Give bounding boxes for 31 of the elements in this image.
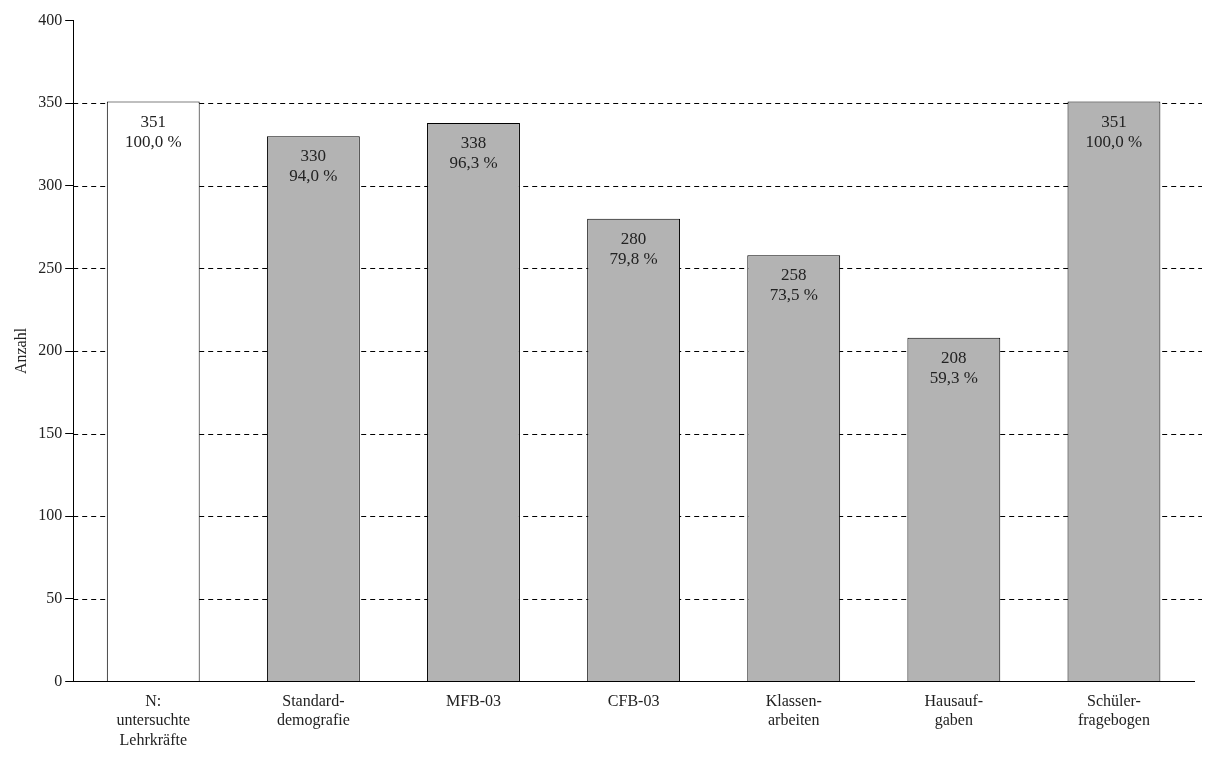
- x-tick-label: CFB-03: [607, 692, 660, 710]
- data-label: 351: [1101, 111, 1127, 131]
- y-tick-label: 350: [38, 93, 63, 111]
- data-label: 208: [941, 347, 967, 367]
- y-tick-label: 400: [38, 10, 63, 28]
- x-tick-label: Hausauf- gaben: [924, 692, 984, 730]
- x-tick-label: N: untersuchte Lehrkräfte: [116, 692, 191, 748]
- annotation: 100,0 %: [1085, 131, 1143, 151]
- x-tick-label: MFB-03: [445, 692, 502, 710]
- annotation: 59,3 %: [929, 367, 978, 387]
- annotation: 96,3 %: [449, 152, 498, 172]
- data-label: 338: [460, 132, 487, 152]
- y-tick-label: 250: [38, 258, 63, 276]
- annotation: 73,5 %: [769, 285, 818, 305]
- y-tick-label: 100: [38, 506, 63, 524]
- annotation: 94,0 %: [289, 166, 338, 186]
- data-label: 330: [300, 146, 327, 166]
- y-axis-title: Anzahl: [11, 327, 29, 375]
- x-tick-label: Standard- demografie: [276, 692, 350, 730]
- y-tick-label: 0: [54, 671, 63, 689]
- annotation: 79,8 %: [609, 248, 658, 268]
- y-tick-label: 50: [46, 589, 63, 606]
- y-tick-label: 200: [38, 341, 63, 359]
- annotation: 100,0 %: [124, 131, 182, 151]
- data-label: 258: [780, 265, 807, 285]
- data-label: 351: [140, 111, 167, 131]
- x-tick-label: Klassen- arbeiten: [765, 692, 822, 729]
- x-tick-label: Schüler- fragebogen: [1077, 692, 1150, 730]
- y-tick-label: 150: [38, 423, 63, 441]
- y-tick-label: 300: [38, 176, 63, 193]
- data-label: 280: [620, 228, 647, 248]
